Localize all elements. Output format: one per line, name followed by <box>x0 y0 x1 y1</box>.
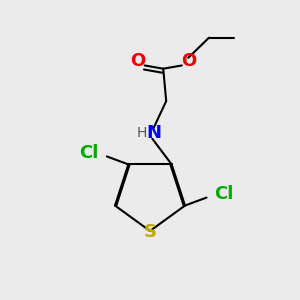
Text: N: N <box>146 124 161 142</box>
Text: H: H <box>136 127 147 140</box>
Text: O: O <box>181 52 196 70</box>
Text: Cl: Cl <box>80 144 99 162</box>
Text: S: S <box>143 224 157 242</box>
Text: O: O <box>130 52 146 70</box>
Text: Cl: Cl <box>214 185 234 203</box>
